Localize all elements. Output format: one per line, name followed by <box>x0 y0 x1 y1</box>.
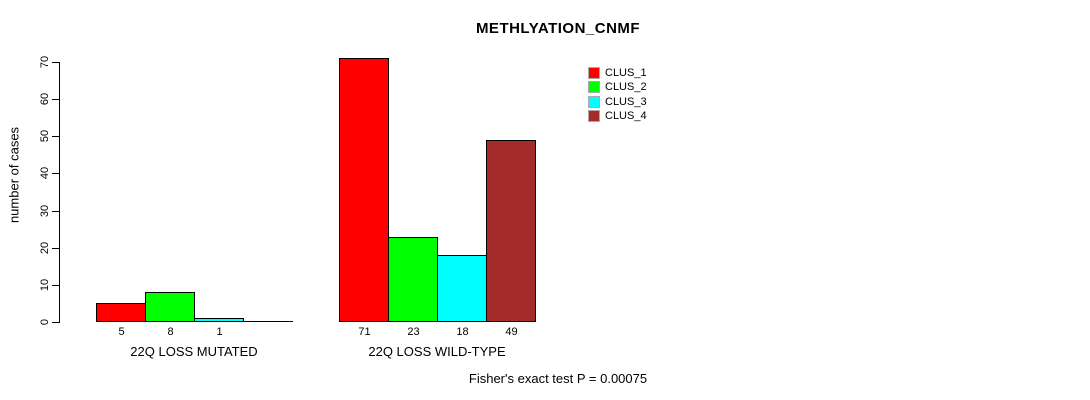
y-axis-tick <box>52 211 59 212</box>
bar-clus_4-group1 <box>243 321 293 322</box>
y-axis-line <box>59 62 60 323</box>
y-axis-tick-label: 60 <box>39 92 51 106</box>
legend-label-clus_4: CLUS_4 <box>605 110 647 122</box>
y-axis-tick <box>52 99 59 100</box>
bar-clus_3-group2 <box>437 255 487 322</box>
y-axis-tick <box>52 285 59 286</box>
bar-value-label: 49 <box>505 326 518 338</box>
bar-clus_3-group1 <box>194 318 244 322</box>
y-axis-tick <box>52 322 59 323</box>
legend-label-clus_2: CLUS_2 <box>605 81 647 93</box>
y-axis-tick-label: 10 <box>39 278 51 292</box>
fisher-test-annotation: Fisher's exact test P = 0.00075 <box>468 371 648 386</box>
category-label: 22Q LOSS WILD-TYPE <box>368 344 506 359</box>
bar-value-label: 1 <box>216 326 223 338</box>
legend-swatch-clus_1 <box>588 67 600 79</box>
bar-clus_2-group2 <box>388 237 438 322</box>
bar-clus_1-group2 <box>339 58 389 322</box>
bar-clus_1-group1 <box>96 303 146 322</box>
y-axis-tick <box>52 62 59 63</box>
legend-swatch-clus_2 <box>588 81 600 93</box>
legend-swatch-clus_4 <box>588 110 600 122</box>
bar-clus_4-group2 <box>486 140 536 322</box>
bar-value-label: 8 <box>167 326 174 338</box>
y-axis-tick <box>52 248 59 249</box>
y-axis-tick-label: 40 <box>39 166 51 180</box>
bar-value-label: 18 <box>456 326 469 338</box>
y-axis-title: number of cases <box>6 126 22 224</box>
legend-label-clus_3: CLUS_3 <box>605 96 647 108</box>
category-label: 22Q LOSS MUTATED <box>130 344 258 359</box>
y-axis-tick-label: 50 <box>39 129 51 143</box>
legend-label-clus_1: CLUS_1 <box>605 67 647 79</box>
bar-value-label: 23 <box>407 326 420 338</box>
bar-value-label: 5 <box>118 326 125 338</box>
chart-title: METHLYATION_CNMF <box>475 20 641 37</box>
y-axis-tick-label: 30 <box>39 204 51 218</box>
y-axis-tick-label: 20 <box>39 241 51 255</box>
y-axis-tick-label: 0 <box>39 318 51 326</box>
bar-clus_2-group1 <box>145 292 195 322</box>
y-axis-tick <box>52 136 59 137</box>
bar-value-label: 71 <box>358 326 371 338</box>
y-axis-tick <box>52 173 59 174</box>
y-axis-tick-label: 70 <box>39 55 51 69</box>
legend-swatch-clus_3 <box>588 96 600 108</box>
